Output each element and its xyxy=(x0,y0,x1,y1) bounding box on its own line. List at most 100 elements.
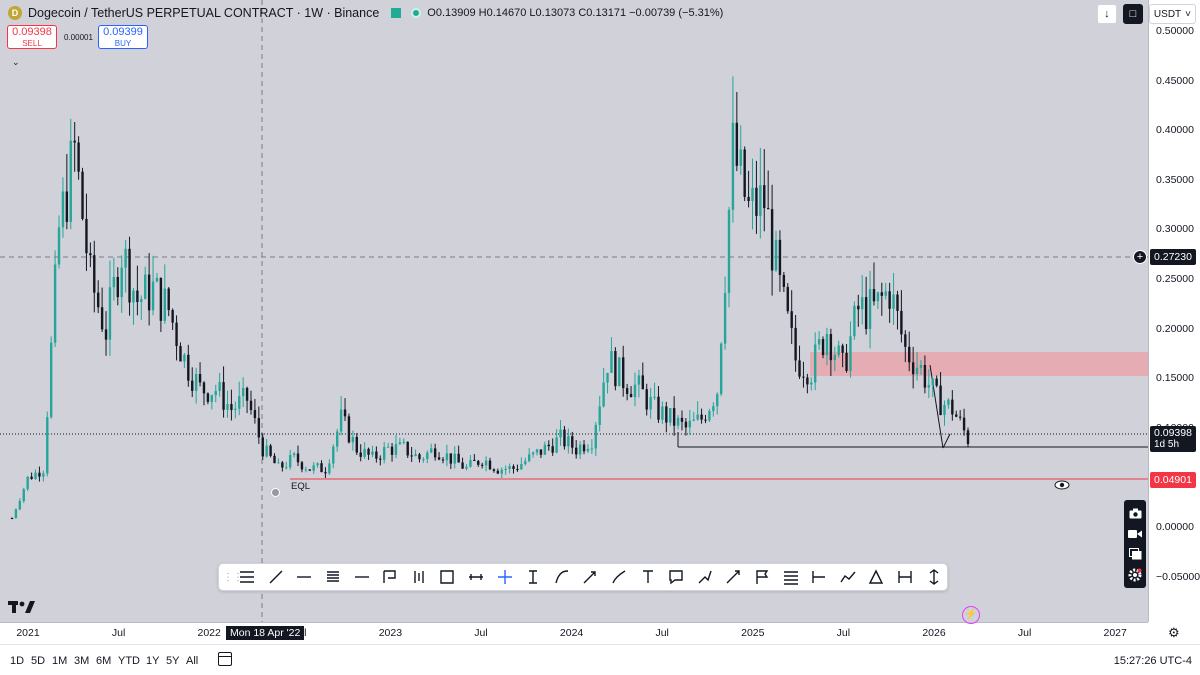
candle-body xyxy=(469,459,472,467)
candle-body xyxy=(18,500,22,510)
range-button-3m[interactable]: 3M xyxy=(74,655,90,667)
candle-body xyxy=(26,476,29,490)
candle-body xyxy=(14,509,18,519)
camera-icon[interactable] xyxy=(1128,507,1142,519)
path-icon[interactable] xyxy=(691,565,720,589)
triangle-icon[interactable] xyxy=(862,565,891,589)
candle-body xyxy=(104,329,108,340)
price-tick-label: 0.35000 xyxy=(1156,173,1194,186)
candle-body xyxy=(159,277,163,321)
arrow-marker-icon[interactable] xyxy=(719,565,748,589)
last-price-value: 0.09398 xyxy=(1154,427,1192,439)
buy-button[interactable]: 0.09399 BUY xyxy=(98,25,148,49)
currency-select[interactable]: USDT ˅ xyxy=(1148,4,1196,24)
range-button-1m[interactable]: 1M xyxy=(52,655,68,667)
layouts-icon[interactable] xyxy=(1128,548,1142,560)
candle-body xyxy=(845,352,848,371)
time-tick-label: Jul xyxy=(655,627,669,639)
candle-body xyxy=(716,394,719,407)
calendar-icon[interactable] xyxy=(218,652,232,666)
symbol-title[interactable]: Dogecoin / TetherUS PERPETUAL CONTRACT ·… xyxy=(28,6,380,20)
candle-body xyxy=(418,454,421,460)
text-icon[interactable] xyxy=(633,565,662,589)
candle-body xyxy=(441,459,445,461)
candle-body xyxy=(637,375,641,385)
long-position-icon[interactable] xyxy=(805,565,834,589)
candle-body xyxy=(108,287,112,340)
time-tick-label: 2027 xyxy=(1103,627,1127,639)
arrow-icon[interactable] xyxy=(576,565,605,589)
polyline-icon[interactable] xyxy=(833,565,862,589)
horizontal-line-icon[interactable] xyxy=(290,565,319,589)
range-button-5d[interactable]: 5D xyxy=(31,655,46,667)
eye-icon[interactable] xyxy=(1054,480,1070,490)
fib-icon[interactable] xyxy=(776,565,805,589)
settings-gear-icon[interactable] xyxy=(1128,568,1142,582)
candle-body xyxy=(806,377,809,385)
horizontal-lines-icon[interactable] xyxy=(233,565,262,589)
horizontal-ray-icon[interactable] xyxy=(347,565,376,589)
tradingview-logo[interactable] xyxy=(8,600,36,619)
candle-body xyxy=(288,455,292,468)
ohlc-values: O0.13909 H0.14670 L0.13073 C0.13171 −0.0… xyxy=(427,7,724,19)
flag-icon[interactable] xyxy=(748,565,777,589)
buy-price: 0.09399 xyxy=(103,26,143,38)
chevron-down-icon[interactable]: ⌄ xyxy=(12,57,20,67)
range-button-ytd[interactable]: YTD xyxy=(118,655,140,667)
candle-body xyxy=(371,451,374,455)
lightning-icon[interactable]: ⚡ xyxy=(962,606,980,624)
range-button-1d[interactable]: 1D xyxy=(10,655,25,667)
candle-body xyxy=(226,404,229,410)
candle-body xyxy=(500,469,503,474)
range-button-all[interactable]: All xyxy=(186,655,199,667)
range-button-1y[interactable]: 1Y xyxy=(146,655,160,667)
trend-line-icon[interactable] xyxy=(262,565,291,589)
candle-body xyxy=(241,387,245,397)
price-axis[interactable] xyxy=(1148,0,1200,622)
text-cursor-icon[interactable] xyxy=(519,565,548,589)
candle-body xyxy=(324,472,327,474)
range-button-6m[interactable]: 6M xyxy=(96,655,112,667)
candle-body xyxy=(320,463,323,473)
eql-anchor-dot[interactable] xyxy=(271,488,280,497)
candle-body xyxy=(383,447,386,460)
price-range-icon[interactable] xyxy=(919,565,948,589)
crosshair-icon[interactable] xyxy=(490,565,519,589)
candle-body xyxy=(829,334,833,361)
range-button-5y[interactable]: 5Y xyxy=(166,655,180,667)
fullscreen-icon[interactable]: □ xyxy=(1122,4,1143,24)
candle-body xyxy=(402,441,406,443)
candle-body xyxy=(222,382,225,410)
candle-body xyxy=(590,448,594,450)
clock[interactable]: 15:27:26 UTC-4 xyxy=(1113,655,1192,667)
candle-body xyxy=(38,472,41,477)
chart-plot-area[interactable] xyxy=(0,0,1148,622)
rectangle-icon[interactable] xyxy=(433,565,462,589)
candle-body xyxy=(461,462,464,469)
pullback-line-2 xyxy=(942,433,951,449)
market-flag-icon xyxy=(391,8,402,18)
add-alert-icon[interactable]: + xyxy=(1133,250,1147,264)
settings-gear-icon[interactable]: ⚙ xyxy=(1168,625,1180,640)
candle-body xyxy=(574,447,578,455)
brush-icon[interactable] xyxy=(605,565,634,589)
range-icon[interactable] xyxy=(462,565,491,589)
sell-button[interactable]: 0.09398 SELL xyxy=(7,25,57,49)
candle-body xyxy=(144,274,147,299)
candle-body xyxy=(296,453,300,463)
candle-body xyxy=(672,408,676,426)
pitchfork-icon[interactable] xyxy=(319,565,348,589)
measure-icon[interactable] xyxy=(891,565,920,589)
callout-icon[interactable] xyxy=(376,565,405,589)
drag-handle-icon[interactable]: ⋮⋮ xyxy=(223,571,243,583)
download-icon[interactable]: ↓ xyxy=(1096,4,1117,24)
video-icon[interactable] xyxy=(1128,528,1142,540)
comment-icon[interactable] xyxy=(662,565,691,589)
candles-icon[interactable] xyxy=(405,565,434,589)
curve-icon[interactable] xyxy=(548,565,577,589)
candle-body xyxy=(257,418,261,438)
candle-body xyxy=(406,441,409,456)
price-tick-label: 0.50000 xyxy=(1156,25,1194,37)
time-tick-label: 2022 xyxy=(197,627,221,639)
candle-body xyxy=(853,305,856,337)
